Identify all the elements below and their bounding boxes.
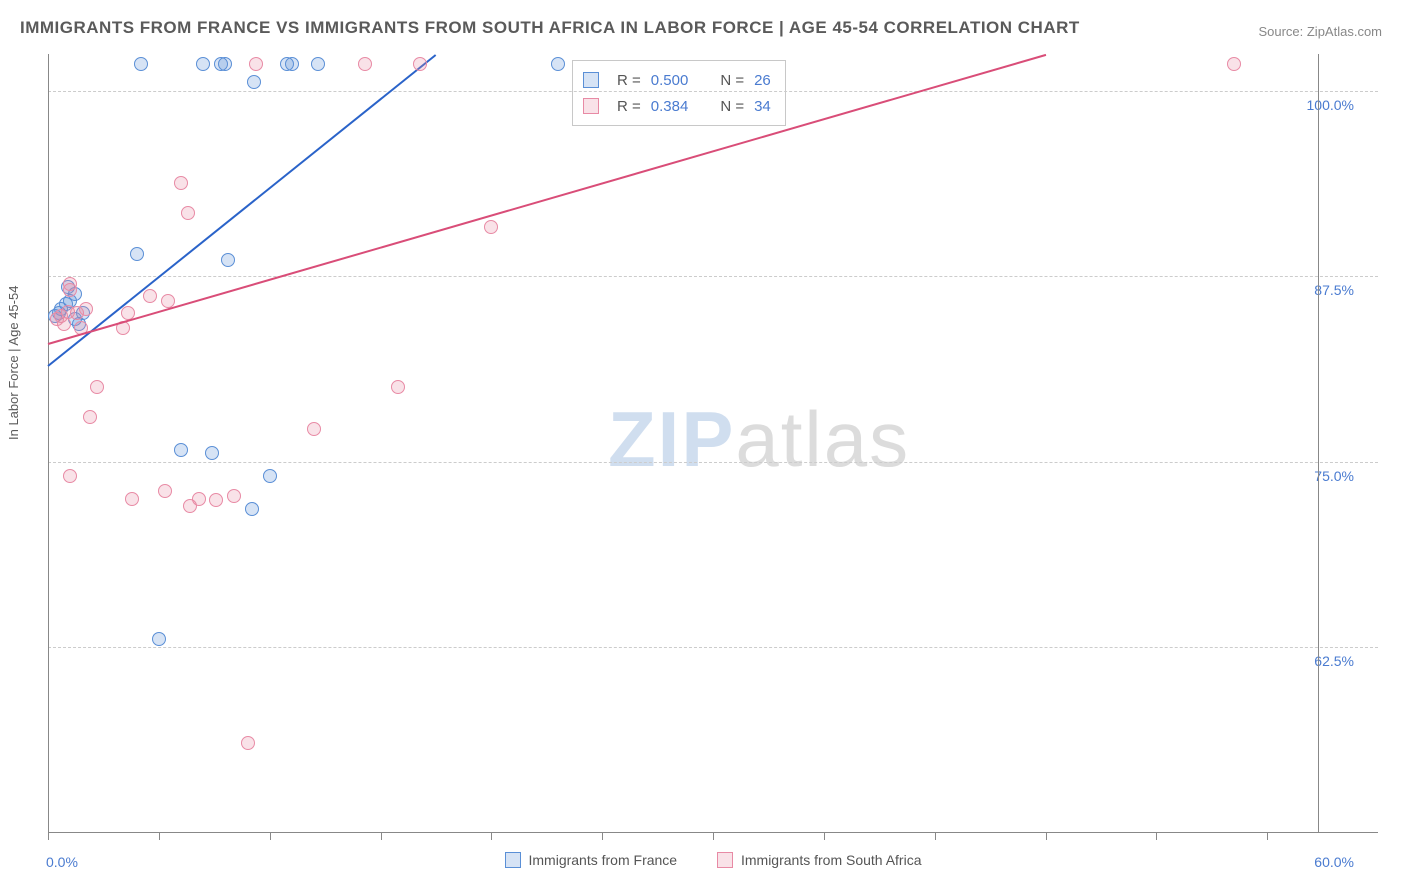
data-point xyxy=(152,632,166,646)
legend-item-france: Immigrants from France xyxy=(505,852,678,868)
n-value-france: 26 xyxy=(754,72,771,89)
y-axis-label: In Labor Force | Age 45-54 xyxy=(6,286,21,440)
data-point xyxy=(218,57,232,71)
data-point xyxy=(241,736,255,750)
data-point xyxy=(484,220,498,234)
n-value-sa: 34 xyxy=(754,98,771,115)
watermark-zip: ZIP xyxy=(608,395,735,483)
y2-axis-line xyxy=(1318,54,1319,832)
data-point xyxy=(209,493,223,507)
data-point xyxy=(307,422,321,436)
source-label: Source: ZipAtlas.com xyxy=(1258,24,1382,39)
gridline xyxy=(48,647,1378,648)
xtick xyxy=(824,832,825,840)
data-point xyxy=(134,57,148,71)
swatch-france-icon xyxy=(505,852,521,868)
data-point xyxy=(63,277,77,291)
data-point xyxy=(196,57,210,71)
xtick xyxy=(48,832,49,840)
xtick xyxy=(602,832,603,840)
data-point xyxy=(391,380,405,394)
data-point xyxy=(63,469,77,483)
data-point xyxy=(174,176,188,190)
xtick xyxy=(381,832,382,840)
watermark: ZIPatlas xyxy=(608,394,910,485)
corr-row-france: R = 0.500 N = 26 xyxy=(583,67,771,93)
corr-row-sa: R = 0.384 N = 34 xyxy=(583,93,771,119)
data-point xyxy=(90,380,104,394)
data-point xyxy=(551,57,565,71)
gridline xyxy=(48,91,1378,92)
data-point xyxy=(192,492,206,506)
xtick xyxy=(1156,832,1157,840)
correlation-legend: R = 0.500 N = 26 R = 0.384 N = 34 xyxy=(572,60,786,126)
gridline xyxy=(48,276,1378,277)
ytick-label: 62.5% xyxy=(1314,653,1354,669)
scatter-plot: ZIPatlas R = 0.500 N = 26 R = 0.384 N = … xyxy=(48,54,1378,832)
trend-line xyxy=(47,54,436,367)
legend-item-sa: Immigrants from South Africa xyxy=(717,852,922,868)
legend-label-sa: Immigrants from South Africa xyxy=(741,852,922,868)
r-value-sa: 0.384 xyxy=(651,98,689,115)
xtick xyxy=(713,832,714,840)
data-point xyxy=(1227,57,1241,71)
series-legend: Immigrants from France Immigrants from S… xyxy=(48,852,1378,871)
y-axis-line xyxy=(48,54,49,832)
data-point xyxy=(83,410,97,424)
data-point xyxy=(358,57,372,71)
xtick xyxy=(159,832,160,840)
legend-label-france: Immigrants from France xyxy=(529,852,678,868)
r-label: R = xyxy=(617,98,641,115)
swatch-sa-icon xyxy=(717,852,733,868)
data-point xyxy=(227,489,241,503)
n-label: N = xyxy=(720,72,744,89)
data-point xyxy=(221,253,235,267)
swatch-france-icon xyxy=(583,72,599,88)
xtick xyxy=(1046,832,1047,840)
data-point xyxy=(263,469,277,483)
xtick xyxy=(491,832,492,840)
data-point xyxy=(79,302,93,316)
ytick-label: 75.0% xyxy=(1314,468,1354,484)
r-value-france: 0.500 xyxy=(651,72,689,89)
data-point xyxy=(174,443,188,457)
xtick xyxy=(1267,832,1268,840)
data-point xyxy=(205,446,219,460)
chart-title: IMMIGRANTS FROM FRANCE VS IMMIGRANTS FRO… xyxy=(20,18,1080,38)
data-point xyxy=(130,247,144,261)
xtick xyxy=(270,832,271,840)
r-label: R = xyxy=(617,72,641,89)
ytick-label: 87.5% xyxy=(1314,282,1354,298)
trend-line xyxy=(48,54,1046,345)
data-point xyxy=(181,206,195,220)
data-point xyxy=(413,57,427,71)
xtick xyxy=(935,832,936,840)
gridline xyxy=(48,462,1378,463)
data-point xyxy=(125,492,139,506)
data-point xyxy=(285,57,299,71)
ytick-label: 100.0% xyxy=(1307,97,1354,113)
n-label: N = xyxy=(720,98,744,115)
data-point xyxy=(158,484,172,498)
data-point xyxy=(143,289,157,303)
watermark-atlas: atlas xyxy=(735,395,910,483)
swatch-sa-icon xyxy=(583,98,599,114)
data-point xyxy=(249,57,263,71)
data-point xyxy=(245,502,259,516)
data-point xyxy=(311,57,325,71)
data-point xyxy=(247,75,261,89)
